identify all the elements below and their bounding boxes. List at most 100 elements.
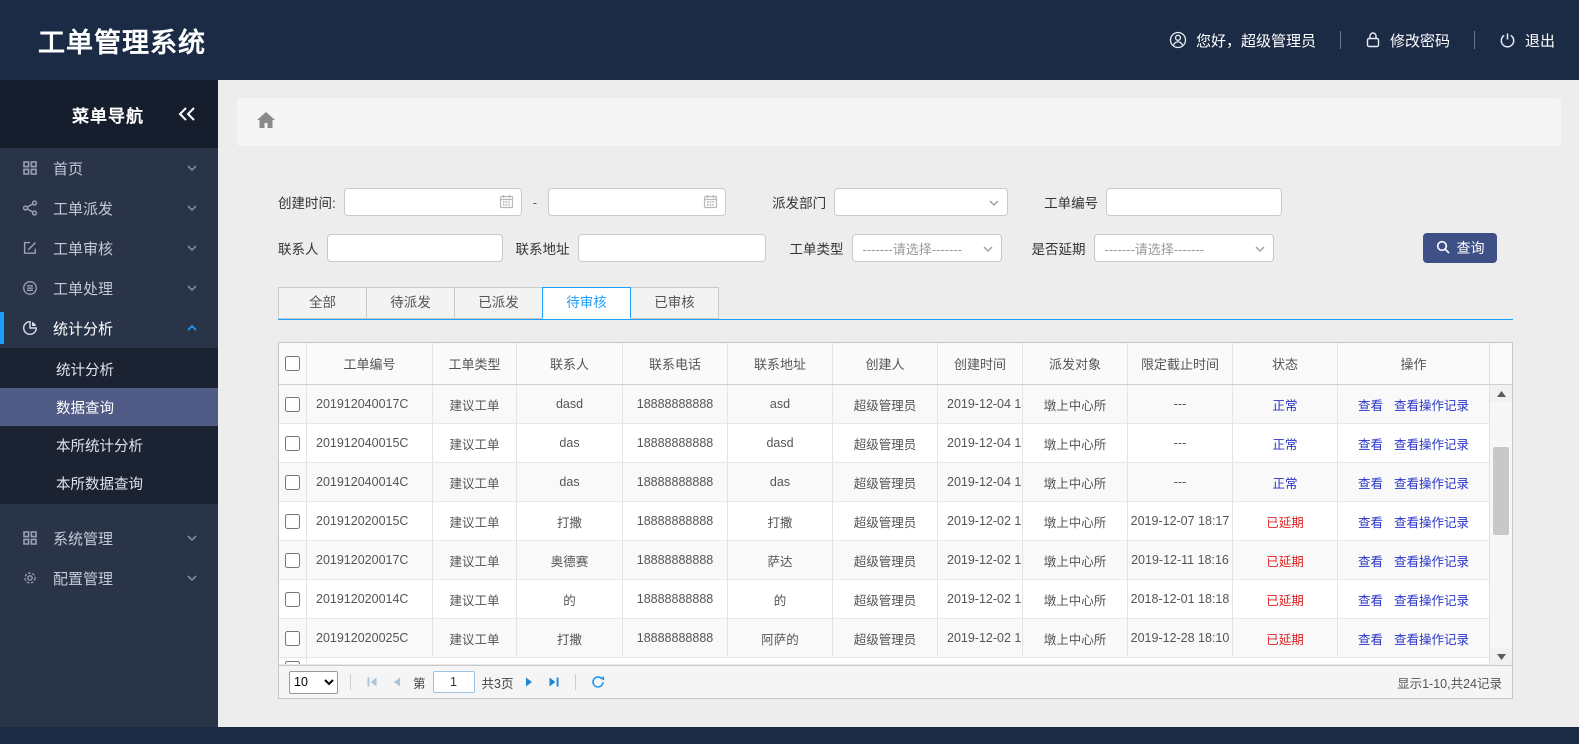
prev-page-button[interactable] [388, 676, 406, 688]
first-page-button[interactable] [363, 676, 381, 688]
order-type-select[interactable]: -------请选择------- [851, 234, 1002, 262]
scrollbar-thumb[interactable] [1493, 447, 1509, 535]
cell-dispatch-target: 墩上中心所 [1023, 385, 1128, 423]
create-time-end-input[interactable] [548, 188, 727, 216]
cell-phone: 18888888888 [623, 463, 728, 501]
cell-order-type: 建议工单 [433, 580, 517, 618]
sidebar-subitem[interactable]: 本所统计分析 [56, 438, 143, 455]
next-page-button[interactable] [520, 676, 538, 688]
dispatch-dept-select[interactable] [834, 188, 1009, 216]
status-tabs: 全部 待派发 已派发 待审核 已审核 [278, 287, 1513, 320]
sidebar-title: 菜单导航 [72, 106, 144, 126]
sidebar-item-1[interactable]: 首页 [0, 148, 218, 188]
header-actions: 您好，超级管理员 修改密码 退出 [1169, 30, 1555, 51]
sidebar-item-4[interactable]: 工单处理 [0, 268, 218, 308]
view-link[interactable]: 查看 [1357, 632, 1383, 647]
collapse-sidebar-icon[interactable] [178, 107, 196, 121]
sidebar-header: 菜单导航 [0, 80, 218, 148]
cell-actions: 查看 查看操作记录 [1338, 580, 1489, 618]
scroll-up-icon[interactable] [1490, 385, 1512, 402]
change-password-button[interactable]: 修改密码 [1365, 30, 1450, 51]
process-icon [22, 280, 40, 296]
column-header: 工单编号 [307, 343, 433, 384]
cell-creator: 超级管理员 [833, 424, 938, 462]
cell-actions: 查看 查看操作记录 [1338, 541, 1489, 579]
order-no-input[interactable] [1106, 188, 1283, 216]
address-input[interactable] [577, 234, 766, 262]
view-link[interactable]: 查看 [1357, 398, 1383, 413]
page-prefix: 第 [413, 676, 426, 691]
sidebar-subitem[interactable]: 统计分析 [56, 362, 114, 379]
delay-select[interactable]: -------请选择------- [1093, 234, 1274, 262]
date-separator: - [532, 194, 538, 210]
scroll-down-icon[interactable] [1490, 648, 1512, 665]
home-icon[interactable] [256, 111, 276, 134]
row-checkbox[interactable] [285, 660, 300, 664]
tab-2[interactable]: 待派发 [366, 287, 455, 319]
tab-3[interactable]: 已派发 [454, 287, 543, 319]
row-checkbox[interactable] [285, 513, 300, 529]
view-link[interactable]: 查看 [1357, 437, 1383, 452]
cell-order-no: 201912020014C [307, 580, 433, 618]
sidebar-item-7[interactable]: 配置管理 [0, 558, 218, 598]
row-checkbox[interactable] [285, 552, 300, 568]
current-page-input[interactable] [432, 671, 475, 693]
create-time-start-input[interactable] [343, 188, 522, 216]
main-content: 创建时间: - 派发部门 工单编号 联系人 [218, 80, 1579, 727]
cell-status: 已延期 [1233, 580, 1338, 618]
view-log-link[interactable]: 查看操作记录 [1394, 398, 1470, 413]
sidebar-item-6[interactable]: 系统管理 [0, 518, 218, 558]
cell-address: 阿萨的 [728, 619, 833, 657]
chevron-down-icon [186, 282, 198, 294]
tab-1[interactable]: 全部 [278, 287, 367, 319]
refresh-icon[interactable] [588, 675, 608, 689]
view-link[interactable]: 查看 [1357, 554, 1383, 569]
column-header: 工单类型 [433, 343, 517, 384]
select-all-checkbox[interactable] [285, 356, 300, 371]
view-link[interactable]: 查看 [1357, 515, 1383, 530]
view-link[interactable]: 查看 [1357, 593, 1383, 608]
row-checkbox[interactable] [285, 396, 300, 412]
filter-area: 创建时间: - 派发部门 工单编号 联系人 [278, 188, 1513, 263]
column-header: 联系人 [517, 343, 623, 384]
sidebar-item-2[interactable]: 工单派发 [0, 188, 218, 228]
page-size-select[interactable]: 10 [289, 670, 338, 694]
view-link[interactable]: 查看 [1357, 476, 1383, 491]
cell-address: dasd [728, 424, 833, 462]
cell-dispatch-target: 墩上中心所 [1023, 580, 1128, 618]
search-button[interactable]: 查询 [1423, 233, 1497, 263]
row-checkbox[interactable] [285, 630, 300, 646]
total-pages: 共3页 [481, 676, 514, 691]
table-row: 201912020017C 建议工单 奥德赛 18888888888 萨达 超级管理员 20… [279, 541, 1489, 580]
tab-5[interactable]: 已审核 [630, 287, 719, 319]
view-log-link[interactable]: 查看操作记录 [1394, 632, 1470, 647]
column-header: 操作 [1400, 357, 1427, 372]
table-row: 201912040015C 建议工单 das 18888888888 dasd 超级管理员… [279, 424, 1489, 463]
scrollbar-header-spacer [1490, 343, 1512, 385]
sidebar-menu: 首页 工单派发 工单审核 工单处理 统计分析 统计分析数据查询本所统计分析 本所数… [0, 148, 218, 598]
table-row: 201912020025C 建议工单 打撒 18888888888 阿萨的 超级管理员 20… [279, 619, 1489, 658]
view-log-link[interactable]: 查看操作记录 [1394, 515, 1470, 530]
logout-button[interactable]: 退出 [1499, 30, 1555, 51]
contact-input[interactable] [326, 234, 503, 262]
last-page-button[interactable] [545, 676, 563, 688]
tab-4[interactable]: 待审核 [542, 287, 631, 319]
cell-order-type: 建议工单 [433, 463, 517, 501]
row-checkbox[interactable] [285, 474, 300, 490]
sidebar-subitem[interactable]: 本所数据查询 [56, 476, 143, 493]
sidebar-item-5[interactable]: 统计分析 [0, 308, 218, 348]
sidebar-subitem[interactable]: 数据查询 [0, 388, 218, 426]
grid-icon [22, 160, 40, 176]
row-checkbox[interactable] [285, 591, 300, 607]
chevron-down-icon [186, 162, 198, 174]
view-log-link[interactable]: 查看操作记录 [1394, 593, 1470, 608]
sidebar-item-3[interactable]: 工单审核 [0, 228, 218, 268]
cell-create-time: 2019-12-04 15 [938, 385, 1023, 423]
record-summary: 显示1-10,共24记录 [1397, 676, 1502, 691]
view-log-link[interactable]: 查看操作记录 [1394, 476, 1470, 491]
view-log-link[interactable]: 查看操作记录 [1394, 554, 1470, 569]
table-header-row: 工单编号 工单类型 联系人 联系电话 联系地址 创建人 创建时间 派发对象 限定截止时间 状态 操作 [279, 343, 1489, 385]
view-log-link[interactable]: 查看操作记录 [1394, 437, 1470, 452]
row-checkbox[interactable] [285, 435, 300, 451]
vertical-scrollbar[interactable] [1490, 385, 1512, 665]
